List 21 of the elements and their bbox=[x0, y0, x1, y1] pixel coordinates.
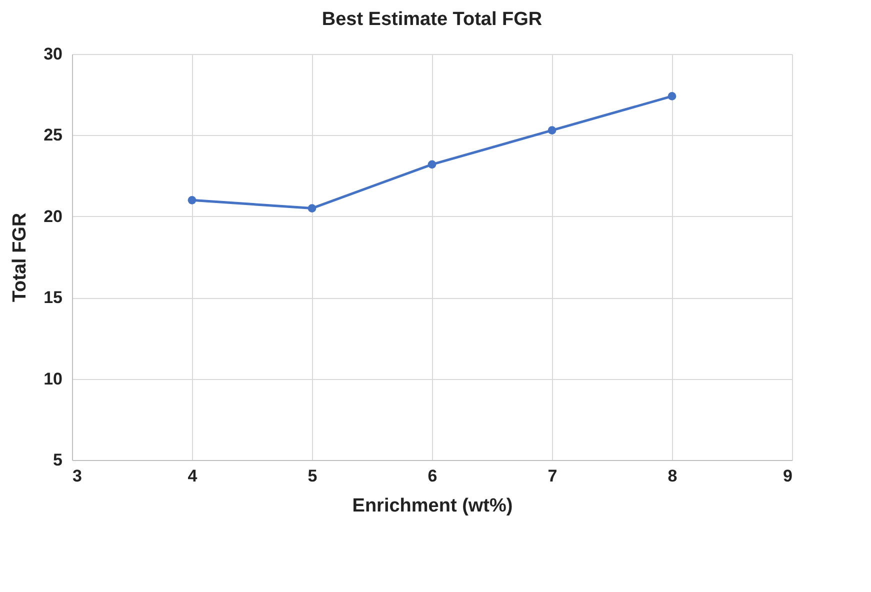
x-tick-label: 4 bbox=[188, 466, 198, 486]
x-tick-label: 8 bbox=[668, 466, 678, 486]
x-tick-label: 9 bbox=[783, 466, 792, 486]
point bbox=[548, 126, 556, 135]
y-tick-label: 5 bbox=[53, 450, 62, 470]
x-tick-label: 6 bbox=[428, 466, 438, 486]
x-tick-label: 7 bbox=[548, 466, 558, 486]
point bbox=[668, 92, 676, 100]
y-axis-title: Total FGR bbox=[10, 212, 31, 302]
point bbox=[428, 160, 436, 169]
y-tick-label: 20 bbox=[44, 206, 62, 226]
y-tick-label: 30 bbox=[44, 44, 62, 64]
x-tick-label: 5 bbox=[308, 466, 318, 486]
y-tick-label: 15 bbox=[44, 288, 62, 308]
x-tick-label: 3 bbox=[72, 466, 82, 486]
point bbox=[188, 196, 196, 204]
chart-title: Best Estimate Total FGR bbox=[322, 9, 542, 30]
x-axis-title: Enrichment (wt%) bbox=[352, 496, 513, 516]
y-tick-label: 25 bbox=[44, 126, 62, 145]
y-tick-label: 10 bbox=[44, 369, 62, 388]
point bbox=[308, 204, 316, 212]
